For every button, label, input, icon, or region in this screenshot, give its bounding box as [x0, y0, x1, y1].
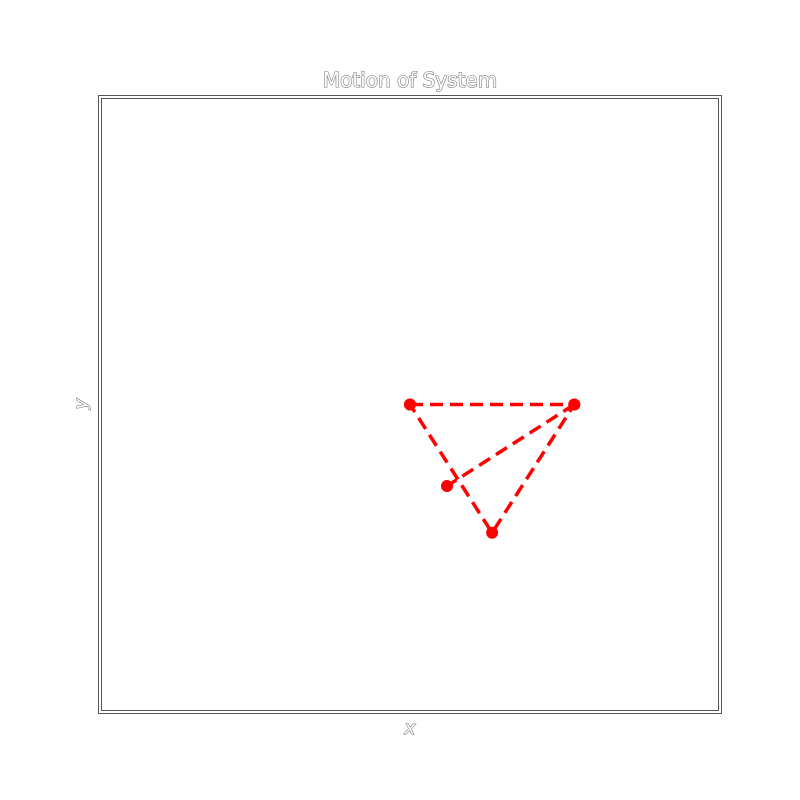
series-0-line [408, 402, 577, 535]
series-marks [404, 398, 581, 539]
series-1-point-1 [441, 480, 453, 492]
y-axis-label: y [71, 398, 92, 410]
series-1-point-0 [568, 398, 581, 411]
plot-frame-inner [101, 98, 719, 711]
series-1-line [446, 403, 576, 488]
chart-title: Motion of System [323, 68, 497, 92]
x-axis-label: x [404, 718, 416, 739]
series-0-point-2 [486, 526, 499, 539]
plot-frame-outer [98, 95, 722, 714]
series-0-point-3 [404, 398, 416, 411]
